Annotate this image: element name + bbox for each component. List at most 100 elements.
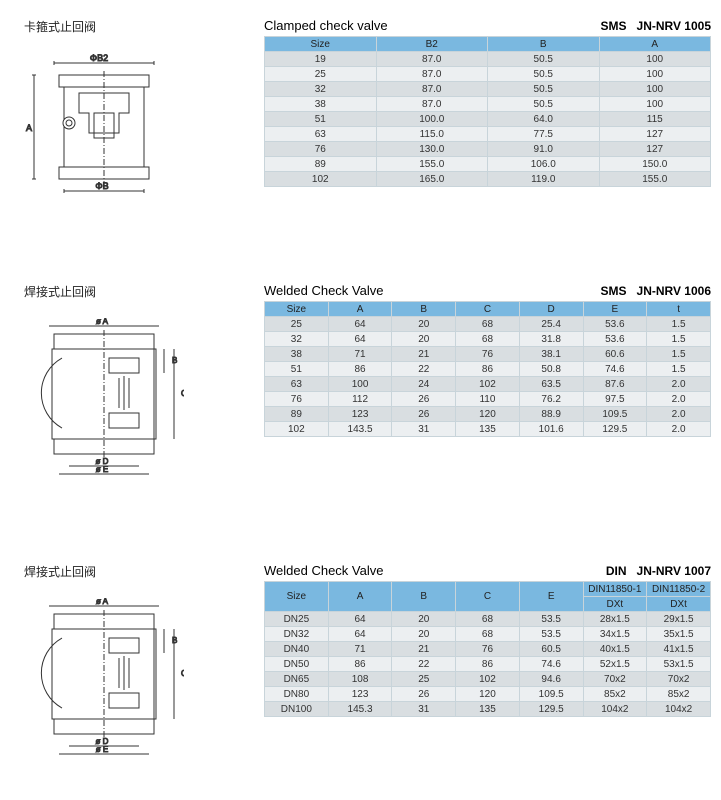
table-row: 89155.0106.0150.0 bbox=[265, 157, 711, 172]
table-cell: 1.5 bbox=[647, 362, 711, 377]
table-cell: 22 bbox=[392, 362, 456, 377]
svg-text:A: A bbox=[26, 123, 32, 133]
table-row: 761122611076.297.52.0 bbox=[265, 392, 711, 407]
table-cell: 76 bbox=[265, 392, 329, 407]
product-section: 卡箍式止回阀 ΦB2 A ΦB Clamped check valve bbox=[24, 18, 711, 198]
table-cell: 20 bbox=[392, 332, 456, 347]
welded-valve-diagram: ø A B C ø D ø E bbox=[24, 598, 184, 758]
table-cell: 86 bbox=[328, 657, 392, 672]
table-cell: 89 bbox=[265, 407, 329, 422]
table-cell: 77.5 bbox=[488, 127, 600, 142]
table-cell: 112 bbox=[328, 392, 392, 407]
svg-text:B: B bbox=[172, 356, 177, 365]
table-cell: 19 bbox=[265, 52, 377, 67]
diagram-container: ΦB2 A ΦB bbox=[24, 53, 264, 198]
col-header: Size bbox=[265, 582, 329, 612]
product-section: 焊接式止回阀 ø A B C ø D ø E Welded C bbox=[24, 283, 711, 478]
table-row: 102143.531135101.6129.52.0 bbox=[265, 422, 711, 437]
diagram-container: ø A B C ø D ø E bbox=[24, 598, 264, 758]
col-header: B bbox=[392, 302, 456, 317]
table-cell: 76 bbox=[456, 347, 520, 362]
table-row: 2587.050.5100 bbox=[265, 67, 711, 82]
table-cell: 91.0 bbox=[488, 142, 600, 157]
table-cell: 1.5 bbox=[647, 317, 711, 332]
table-cell: 71 bbox=[328, 347, 392, 362]
table-cell: 102 bbox=[265, 172, 377, 187]
product-section: 焊接式止回阀 ø A B C ø D ø E Welded C bbox=[24, 563, 711, 758]
table-cell: 50.8 bbox=[519, 362, 583, 377]
welded-valve-diagram: ø A B C ø D ø E bbox=[24, 318, 184, 478]
section-header: Clamped check valve SMSJN-NRV 1005 bbox=[264, 18, 711, 33]
table-cell: 145.3 bbox=[328, 702, 392, 717]
table-row: 102165.0119.0155.0 bbox=[265, 172, 711, 187]
product-code: SMSJN-NRV 1006 bbox=[601, 284, 712, 298]
table-cell: 106.0 bbox=[488, 157, 600, 172]
table-cell: 109.5 bbox=[583, 407, 647, 422]
table-cell: 108 bbox=[328, 672, 392, 687]
col-header: E bbox=[583, 302, 647, 317]
table-cell: 76 bbox=[265, 142, 377, 157]
table-cell: 123 bbox=[328, 407, 392, 422]
table-row: DN2564206853.528x1.529x1.5 bbox=[265, 612, 711, 627]
table-cell: 129.5 bbox=[519, 702, 583, 717]
table-cell: 38 bbox=[265, 97, 377, 112]
spec-table: SizeABCEDIN11850-1DIN11850-2DXtDXtDN2564… bbox=[264, 581, 711, 717]
col-header: B bbox=[392, 582, 456, 612]
product-code: DINJN-NRV 1007 bbox=[606, 564, 711, 578]
table-cell: 76 bbox=[456, 642, 520, 657]
table-cell: 2.0 bbox=[647, 407, 711, 422]
diagram-container: ø A B C ø D ø E bbox=[24, 318, 264, 478]
table-cell: 32 bbox=[265, 82, 377, 97]
table-row: 3264206831.853.61.5 bbox=[265, 332, 711, 347]
table-cell: 51 bbox=[265, 362, 329, 377]
table-cell: DN100 bbox=[265, 702, 329, 717]
en-title: Welded Check Valve bbox=[264, 283, 601, 298]
section-header: Welded Check Valve DINJN-NRV 1007 bbox=[264, 563, 711, 578]
svg-text:ø A: ø A bbox=[96, 598, 109, 606]
table-cell: 68 bbox=[456, 627, 520, 642]
table-cell: 129.5 bbox=[583, 422, 647, 437]
col-header: DIN11850-2 bbox=[647, 582, 711, 597]
table-cell: 68 bbox=[456, 612, 520, 627]
table-cell: 135 bbox=[456, 702, 520, 717]
table-cell: 63 bbox=[265, 127, 377, 142]
svg-text:ø E: ø E bbox=[96, 745, 108, 754]
table-cell: 26 bbox=[392, 392, 456, 407]
en-title: Clamped check valve bbox=[264, 18, 601, 33]
col-header: B2 bbox=[376, 37, 488, 52]
table-cell: 64 bbox=[328, 317, 392, 332]
col-header: A bbox=[328, 302, 392, 317]
table-cell: 123 bbox=[328, 687, 392, 702]
table-cell: 86 bbox=[328, 362, 392, 377]
svg-text:B: B bbox=[172, 636, 177, 645]
table-cell: 38 bbox=[265, 347, 329, 362]
table-row: DN651082510294.670x270x2 bbox=[265, 672, 711, 687]
cn-title: 焊接式止回阀 bbox=[24, 283, 264, 300]
table-cell: 74.6 bbox=[583, 362, 647, 377]
svg-text:ΦB: ΦB bbox=[95, 181, 108, 191]
table-cell: 31 bbox=[392, 422, 456, 437]
table-row: 3887.050.5100 bbox=[265, 97, 711, 112]
table-cell: 115 bbox=[599, 112, 711, 127]
table-cell: 89 bbox=[265, 157, 377, 172]
table-cell: 53x1.5 bbox=[647, 657, 711, 672]
table-cell: 64 bbox=[328, 332, 392, 347]
table-cell: 51 bbox=[265, 112, 377, 127]
cn-title: 焊接式止回阀 bbox=[24, 563, 264, 580]
table-cell: 94.6 bbox=[519, 672, 583, 687]
table-cell: 104x2 bbox=[647, 702, 711, 717]
col-header: C bbox=[456, 582, 520, 612]
svg-text:ø A: ø A bbox=[96, 318, 109, 326]
col-header: C bbox=[456, 302, 520, 317]
table-cell: 50.5 bbox=[488, 97, 600, 112]
table-cell: 87.0 bbox=[376, 97, 488, 112]
table-cell: 53.6 bbox=[583, 332, 647, 347]
table-row: 631002410263.587.62.0 bbox=[265, 377, 711, 392]
table-cell: 100 bbox=[599, 67, 711, 82]
col-header: A bbox=[599, 37, 711, 52]
table-cell: 64 bbox=[328, 612, 392, 627]
table-cell: 120 bbox=[456, 407, 520, 422]
table-cell: 53.6 bbox=[583, 317, 647, 332]
table-cell: 119.0 bbox=[488, 172, 600, 187]
table-cell: 50.5 bbox=[488, 67, 600, 82]
